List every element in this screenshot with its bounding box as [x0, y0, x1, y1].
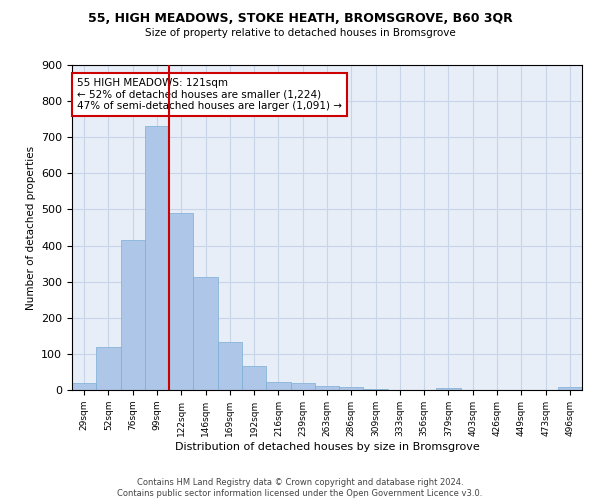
Bar — [364, 388, 388, 390]
Bar — [121, 240, 145, 390]
Bar — [315, 386, 339, 390]
Text: Contains HM Land Registry data © Crown copyright and database right 2024.
Contai: Contains HM Land Registry data © Crown c… — [118, 478, 482, 498]
Bar — [436, 388, 461, 390]
Text: 55 HIGH MEADOWS: 121sqm
← 52% of detached houses are smaller (1,224)
47% of semi: 55 HIGH MEADOWS: 121sqm ← 52% of detache… — [77, 78, 342, 111]
Text: Size of property relative to detached houses in Bromsgrove: Size of property relative to detached ho… — [145, 28, 455, 38]
X-axis label: Distribution of detached houses by size in Bromsgrove: Distribution of detached houses by size … — [175, 442, 479, 452]
Bar — [193, 277, 218, 390]
Text: 55, HIGH MEADOWS, STOKE HEATH, BROMSGROVE, B60 3QR: 55, HIGH MEADOWS, STOKE HEATH, BROMSGROV… — [88, 12, 512, 26]
Bar — [266, 382, 290, 390]
Bar — [290, 383, 315, 390]
Bar — [339, 387, 364, 390]
Bar — [145, 126, 169, 390]
Bar — [218, 342, 242, 390]
Y-axis label: Number of detached properties: Number of detached properties — [26, 146, 35, 310]
Bar — [558, 387, 582, 390]
Bar — [169, 213, 193, 390]
Bar — [96, 346, 121, 390]
Bar — [242, 366, 266, 390]
Bar — [72, 383, 96, 390]
